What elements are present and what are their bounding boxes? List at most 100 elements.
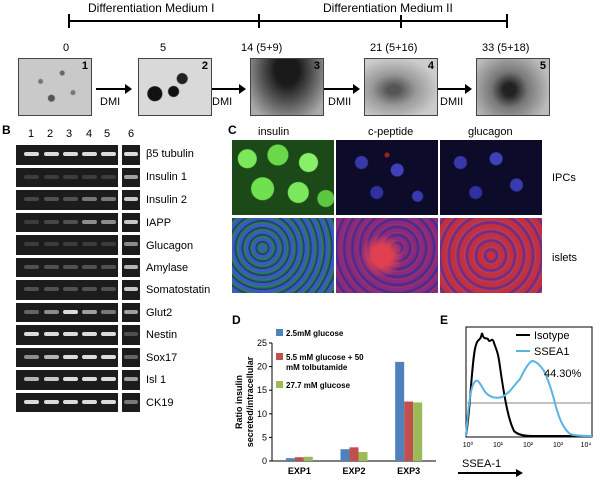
y-tick-label: 20 (257, 362, 267, 372)
legend-swatch (276, 329, 283, 336)
x-tick-label: 10⁰ (463, 441, 474, 449)
gel-band (63, 309, 78, 314)
medium-2-label: Differentiation Medium II (320, 1, 456, 15)
panel-letter-b: B (2, 123, 11, 137)
gel-band (82, 332, 97, 336)
gel-band (101, 197, 116, 201)
y-tick-label: 25 (257, 338, 267, 348)
gene-label: Insulin 2 (146, 194, 187, 206)
gel-band (24, 219, 39, 224)
gel-band (82, 219, 97, 224)
isotype-curve (465, 332, 592, 437)
column-header-glucagon: glucagon (468, 126, 513, 138)
gel-band (63, 197, 78, 201)
gel-band (44, 174, 59, 179)
lane-label: 4 (86, 128, 93, 140)
gel-band (124, 287, 138, 291)
gel-band (82, 287, 97, 291)
legend-label: SSEA1 (534, 346, 569, 358)
y-tick-label: 5 (262, 432, 267, 442)
gel-band (101, 377, 116, 381)
gene-label: Glucagon (146, 240, 194, 252)
gel-band (124, 332, 138, 336)
micrograph-day0: 1 (18, 58, 92, 116)
gel-band (82, 174, 97, 179)
x-tick-label: 10³ (553, 442, 564, 449)
bar (395, 361, 405, 461)
gel-band (63, 242, 78, 246)
gel-band (63, 332, 78, 336)
gel-band (44, 354, 59, 359)
legend-label: 5.5 mM glucose + 50 (286, 353, 364, 362)
legend-label: 2.5mM glucose (286, 329, 344, 338)
islet-insulin-image (232, 218, 334, 293)
panel-letter-d: D (232, 313, 241, 327)
gel-band (24, 287, 39, 291)
ipc-insulin-image (232, 140, 334, 215)
y-axis-label: secreted/intracellular (245, 356, 255, 447)
gel-band (124, 174, 138, 179)
gel-band (82, 242, 97, 246)
lane-label: 6 (128, 128, 135, 140)
gel-band (63, 399, 78, 404)
tick-33 (506, 14, 508, 28)
timepoint-21: 21 (5+16) (370, 42, 418, 54)
gel-band (44, 287, 59, 291)
gel-band (124, 197, 138, 201)
gel-band (44, 197, 59, 201)
gene-label: IAPP (146, 217, 172, 229)
micrograph-day33: 5 (476, 58, 550, 116)
image-number-4: 4 (427, 60, 434, 72)
tick-0 (68, 14, 70, 28)
gel-band (63, 174, 78, 179)
bar (349, 447, 359, 461)
x-tick-label: EXP1 (288, 466, 311, 476)
gel-band (82, 309, 97, 314)
image-number-1: 1 (81, 60, 88, 72)
gel-band (101, 354, 116, 359)
gel-band (63, 354, 78, 359)
gene-label: Isl 1 (146, 374, 167, 386)
column-header-c-peptide: c-peptide (368, 126, 414, 138)
ipc-glucagon-image (440, 140, 542, 215)
bar (303, 456, 313, 461)
y-tick-label: 0 (262, 456, 267, 466)
row-label-islets: islets (552, 252, 578, 264)
gel-band (101, 152, 116, 156)
x-tick-label: EXP3 (397, 466, 420, 476)
gel-band (101, 332, 116, 336)
timepoint-33: 33 (5+18) (482, 42, 530, 54)
gel-band (44, 332, 59, 336)
gel-band (24, 309, 39, 314)
legend-label: mM tolbutamide (286, 363, 348, 372)
gene-label: Amylase (146, 262, 189, 274)
arrow-right-icon (324, 84, 360, 94)
x-tick-label: 10⁴ (581, 442, 592, 449)
gel-band (101, 242, 116, 246)
gel-band (63, 287, 78, 291)
gel-band (101, 264, 116, 269)
gel-band (124, 242, 138, 246)
gel-band (124, 377, 138, 381)
gel-band (82, 152, 97, 156)
gel-band (124, 399, 138, 404)
legend-swatch (276, 381, 283, 388)
y-tick-label: 10 (257, 409, 267, 419)
gene-label: Insulin 1 (146, 171, 187, 183)
gel-band (24, 399, 39, 404)
medium-bracket-line (68, 20, 508, 22)
micrograph-day21: 4 (364, 58, 438, 116)
arrow-right-icon (438, 84, 472, 94)
micrograph-day14: 3 (250, 58, 324, 116)
x-tick-label: 10¹ (493, 442, 504, 449)
ssea1-curve (465, 359, 593, 437)
arrow-right-icon (212, 84, 246, 94)
arrow-label-2: DMI (212, 96, 233, 108)
flow-histogram-ssea1: Isotype SSEA1 44.30% 10⁰ 10¹ 10² 10³ 10⁴ SSEA-1 (458, 326, 593, 477)
gel-band (24, 174, 39, 179)
gel-band (24, 332, 39, 336)
gel-band (124, 354, 138, 359)
gel-band (124, 309, 138, 314)
legend-swatch (276, 353, 283, 360)
gel-band (82, 354, 97, 359)
